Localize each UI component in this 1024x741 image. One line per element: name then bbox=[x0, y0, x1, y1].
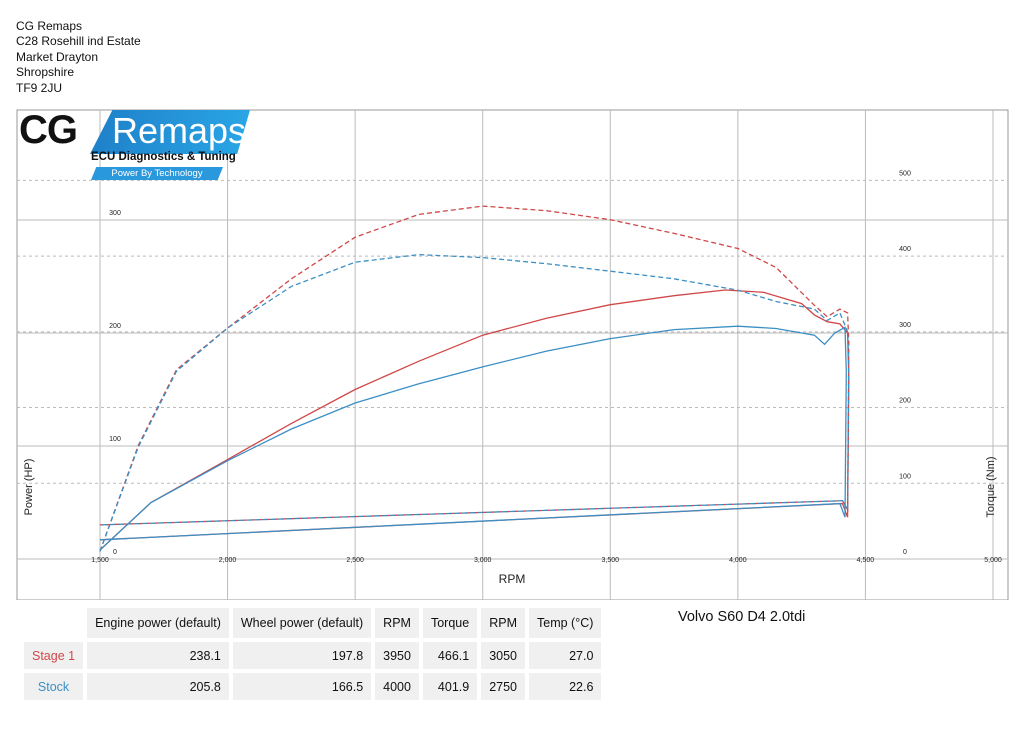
table-row: Stage 1 238.1 197.8 3950 466.1 3050 27.0 bbox=[24, 642, 602, 669]
table-cell: 238.1 bbox=[87, 642, 229, 669]
logo-brand: Remaps bbox=[112, 110, 247, 151]
y-axis-label: Power (HP) bbox=[23, 459, 35, 516]
table-cell: 166.5 bbox=[232, 673, 372, 700]
address-line: TF9 2JU bbox=[16, 80, 63, 95]
plot-frame bbox=[16, 109, 1009, 600]
address-line: C28 Rosehill ind Estate bbox=[16, 34, 141, 49]
header-cell bbox=[24, 608, 83, 638]
x-tick-label: 4,000 bbox=[729, 557, 747, 564]
logo-prefix: CG bbox=[19, 108, 78, 152]
torque-tick-label: 100 bbox=[899, 473, 911, 480]
table-cell: 27.0 bbox=[529, 642, 602, 669]
address-line: Market Drayton bbox=[16, 49, 99, 64]
table-header-row: Engine power (default) Wheel power (defa… bbox=[24, 608, 602, 638]
header-cell: RPM bbox=[481, 608, 526, 638]
row-label: Stock bbox=[24, 673, 84, 700]
power-tick-label: 0 bbox=[113, 549, 117, 556]
logo-tagline: ECU Diagnostics & Tuning bbox=[91, 151, 236, 163]
logo-slogan: Power By Technology bbox=[91, 167, 223, 180]
header-cell: Torque bbox=[422, 608, 478, 638]
torque-series-stage1 bbox=[99, 205, 850, 552]
x-axis-label: RPM bbox=[499, 572, 526, 586]
x-tick-label: 2,000 bbox=[219, 557, 237, 564]
torque-tick-label: 200 bbox=[899, 398, 911, 405]
torque-tick-label: 0 bbox=[903, 549, 907, 556]
x-tick-label: 4,500 bbox=[857, 557, 875, 564]
results-table: Engine power (default) Wheel power (defa… bbox=[20, 604, 605, 704]
address-block: CG Remaps C28 Rosehill ind Estate Market… bbox=[16, 19, 141, 96]
table-cell: 3950 bbox=[375, 642, 419, 669]
header-cell: Wheel power (default) bbox=[232, 608, 372, 638]
x-tick-label: 3,000 bbox=[474, 557, 492, 564]
table-cell: 2750 bbox=[481, 673, 526, 700]
y2-axis-label: Torque (Nm) bbox=[985, 456, 997, 517]
header-cell: Temp (°C) bbox=[529, 608, 602, 638]
power-tick-label: 200 bbox=[109, 323, 121, 330]
address-line: Shropshire bbox=[16, 65, 75, 80]
header-cell: RPM bbox=[375, 608, 419, 638]
torque-tick-label: 300 bbox=[899, 322, 911, 329]
row-label: Stage 1 bbox=[24, 642, 84, 669]
table-cell: 466.1 bbox=[422, 642, 478, 669]
dyno-chart: 1,500 2,000 2,500 3,000 3,500 4,000 4,500 5,000… bbox=[16, 109, 1009, 600]
x-tick-label: 2,500 bbox=[346, 557, 364, 564]
power-tick-label: 300 bbox=[109, 210, 121, 217]
x-tick-label: 1,500 bbox=[91, 557, 109, 564]
table-cell: 22.6 bbox=[529, 673, 602, 700]
power-series-stock bbox=[99, 325, 847, 551]
power-tick-label: 100 bbox=[109, 436, 121, 443]
logo-banner bbox=[90, 110, 250, 154]
table-cell: 401.9 bbox=[422, 673, 478, 700]
address-line: CG Remaps bbox=[16, 19, 83, 33]
vehicle-name: Volvo S60 D4 2.0tdi bbox=[678, 609, 806, 625]
table-row: Stock 205.8 166.5 4000 401.9 2750 22.6 bbox=[24, 673, 602, 700]
table-cell: 3050 bbox=[481, 642, 526, 669]
x-tick-label: 3,500 bbox=[602, 557, 620, 564]
table-cell: 197.8 bbox=[232, 642, 372, 669]
company-logo: CG Remaps ECU Diagnostics & Tuning Power… bbox=[17, 108, 250, 182]
torque-tick-label: 400 bbox=[899, 246, 911, 253]
table-cell: 4000 bbox=[375, 673, 419, 700]
table-cell: 205.8 bbox=[87, 673, 229, 700]
header-cell: Engine power (default) bbox=[87, 608, 229, 638]
x-tick-label: 5,000 bbox=[984, 557, 1002, 564]
power-series-stage1 bbox=[99, 289, 850, 551]
torque-series-stock bbox=[99, 253, 850, 552]
torque-tick-label: 500 bbox=[899, 170, 911, 177]
